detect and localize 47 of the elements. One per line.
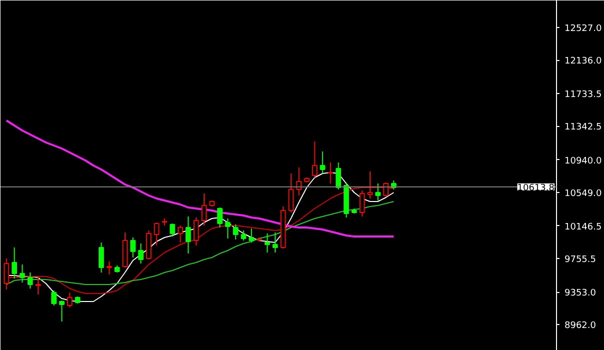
y-tick-label: 10549.0	[564, 188, 602, 199]
candlestick	[154, 222, 160, 246]
candlestick	[66, 292, 72, 308]
y-tick-label: 8962.0	[564, 321, 596, 332]
y-tick-label: 12527.0	[564, 24, 602, 34]
candlestick	[98, 242, 104, 273]
candlestick	[320, 151, 326, 174]
candlestick	[27, 272, 33, 289]
y-tick-label: 9353.0	[564, 288, 596, 298]
candlestick	[193, 217, 199, 246]
candlestick	[106, 261, 112, 275]
candlestick	[328, 162, 334, 184]
candlestick	[20, 264, 25, 283]
candlestick	[12, 247, 18, 279]
y-tick-label: 10940.0	[564, 156, 602, 166]
candlestick	[178, 225, 183, 243]
ref-line-label: 10613.8	[517, 183, 555, 194]
candlestick	[186, 216, 191, 254]
candlestick	[383, 182, 388, 197]
y-tick-label: 10146.5	[564, 222, 602, 232]
line-series	[5, 120, 395, 238]
y-tick-label: 9755.5	[564, 254, 596, 265]
candlestick	[59, 300, 64, 322]
candlestick	[51, 290, 57, 306]
candlestick	[201, 193, 207, 226]
candlestick	[217, 207, 222, 228]
candlestick	[312, 141, 318, 178]
candlestick	[35, 276, 41, 295]
candlestick	[296, 167, 302, 196]
candlestick	[130, 237, 136, 258]
candlestick	[375, 183, 381, 201]
candlestick	[240, 230, 246, 241]
candlestick	[248, 228, 254, 243]
candlestick	[264, 233, 270, 253]
candlestick	[225, 218, 230, 239]
y-tick-label: 11733.5	[564, 90, 602, 100]
candlestick	[4, 258, 10, 290]
candlestick	[232, 224, 238, 240]
candlestick	[170, 223, 176, 237]
candlestick	[272, 232, 278, 253]
y-tick-label: 12136.0	[564, 56, 602, 67]
candlestick	[367, 171, 373, 199]
candlestick	[359, 190, 365, 217]
candlestick	[138, 243, 144, 264]
y-tick-label: 11342.5	[564, 122, 602, 133]
candlestick	[336, 162, 342, 190]
candlestick	[288, 173, 294, 213]
